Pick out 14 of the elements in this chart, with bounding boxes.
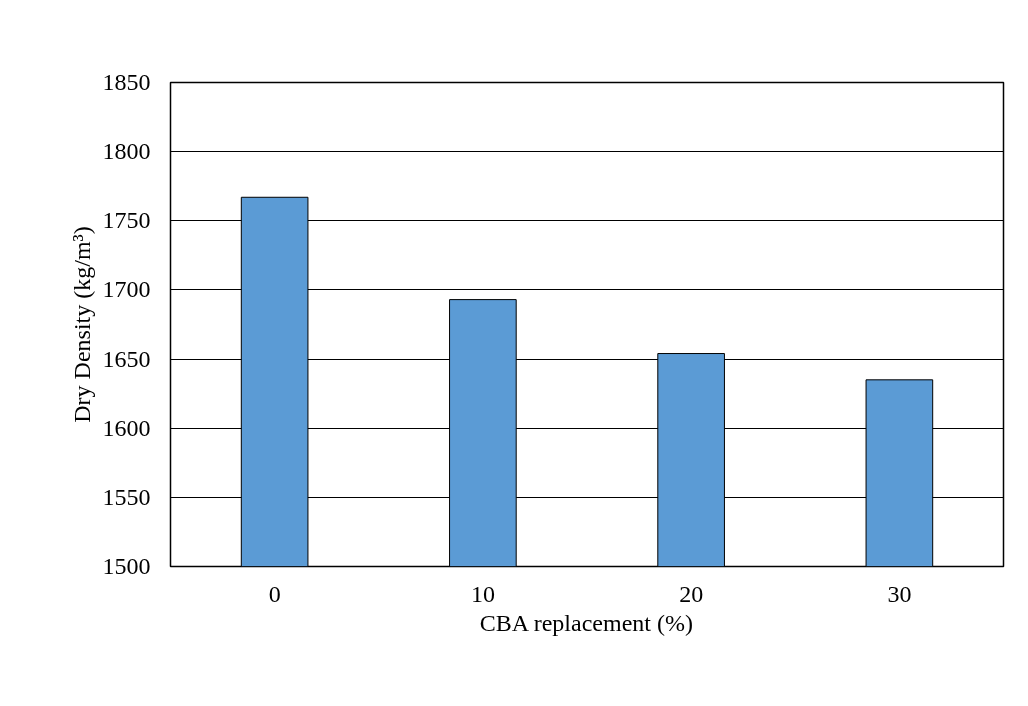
x-tick-label: 0	[268, 580, 281, 607]
y-axis-title: Dry Density (kg/m³)	[68, 226, 95, 423]
y-tick-label: 1550	[102, 483, 151, 510]
y-tick-label: 1600	[102, 414, 151, 441]
y-tick-label: 1650	[102, 345, 151, 372]
y-tick-label: 1750	[102, 207, 151, 234]
y-tick-label: 1500	[102, 553, 151, 579]
y-tick-label: 1800	[102, 138, 151, 165]
y-tick-label: 1850	[102, 69, 151, 95]
x-axis-title: CBA replacement (%)	[479, 609, 693, 636]
x-tick-label: 20	[679, 580, 704, 607]
y-tick-label: 1700	[102, 276, 151, 303]
x-tick-label: 30	[887, 580, 912, 607]
x-tick-label: 10	[470, 580, 495, 607]
